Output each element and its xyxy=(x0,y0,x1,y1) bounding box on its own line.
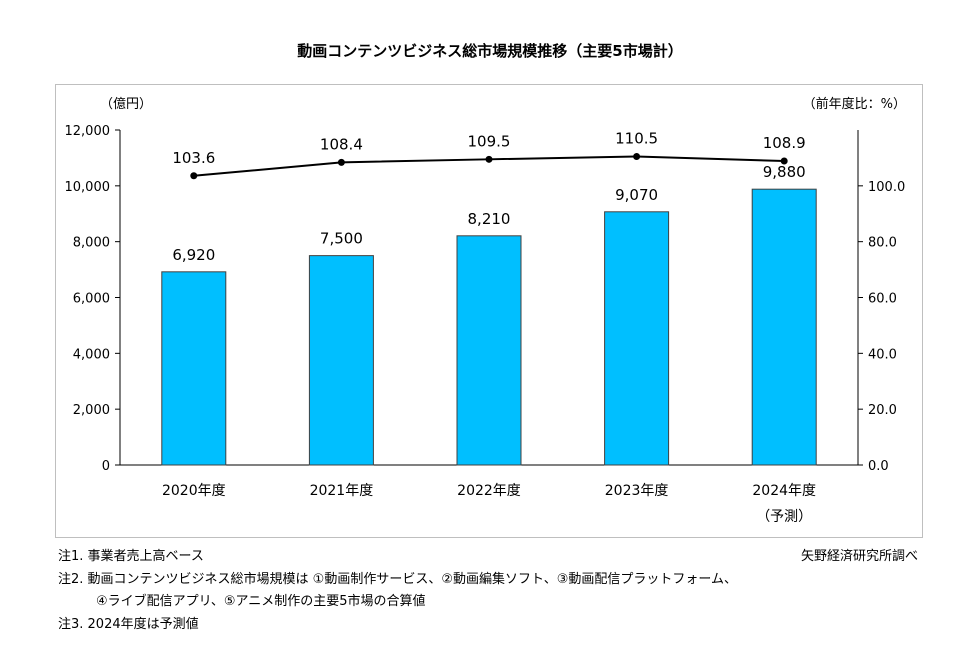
ratio-point xyxy=(633,153,641,161)
note-3: 注3. 2024年度は予測値 xyxy=(58,617,199,632)
bar-value-label: 6,920 xyxy=(172,246,215,264)
bar xyxy=(161,271,227,466)
bar xyxy=(308,255,374,466)
bar-value-label: 8,210 xyxy=(468,210,511,228)
left-axis-tick-label: 8,000 xyxy=(73,236,110,251)
right-axis-tick-label: 0.0 xyxy=(868,459,889,474)
ratio-value-label: 103.6 xyxy=(172,149,215,167)
category-label: 2021年度 xyxy=(310,483,374,499)
right-axis-tick-label: 40.0 xyxy=(868,347,897,362)
bar xyxy=(604,211,670,466)
bar-value-label: 9,070 xyxy=(615,186,658,204)
bar xyxy=(456,235,522,466)
left-axis-tick-label: 12,000 xyxy=(65,124,111,139)
left-axis-tick-label: 0 xyxy=(102,459,110,474)
left-axis-tick-label: 10,000 xyxy=(65,180,111,195)
note-2: 注2. 動画コンテンツビジネス総市場規模は ①動画制作サービス、②動画編集ソフト… xyxy=(58,572,737,587)
chart-frame xyxy=(55,84,923,538)
right-axis-tick-label: 60.0 xyxy=(868,292,897,307)
ratio-value-label: 109.5 xyxy=(468,132,511,150)
ratio-value-label: 110.5 xyxy=(615,130,658,148)
category-label: 2022年度 xyxy=(457,483,521,499)
left-axis-tick-label: 4,000 xyxy=(73,347,110,362)
right-axis-tick-label: 20.0 xyxy=(868,403,897,418)
source-credit: 矢野経済研究所調べ xyxy=(800,549,918,564)
category-label: 2023年度 xyxy=(605,483,669,499)
bar-value-label: 9,880 xyxy=(763,163,806,181)
category-label: 2024年度 xyxy=(752,483,816,499)
bar-value-label: 7,500 xyxy=(320,230,363,248)
category-sublabel: （予測） xyxy=(756,509,812,525)
chart-title: 動画コンテンツビジネス総市場規模推移（主要5市場計） xyxy=(297,42,683,60)
ratio-value-label: 108.4 xyxy=(320,135,363,153)
ratio-point xyxy=(337,158,345,166)
category-label: 2020年度 xyxy=(162,483,226,499)
right-axis-tick-label: 100.0 xyxy=(868,180,905,195)
right-axis-tick-label: 80.0 xyxy=(868,236,897,251)
left-axis-tick-label: 6,000 xyxy=(73,292,110,307)
left-axis-tick-label: 2,000 xyxy=(73,403,110,418)
left-axis-label: （億円） xyxy=(100,96,152,112)
ratio-point xyxy=(780,157,788,165)
ratio-point xyxy=(485,155,493,163)
right-axis-label: （前年度比：%） xyxy=(803,96,906,112)
ratio-value-label: 108.9 xyxy=(763,134,806,152)
ratio-point xyxy=(190,172,198,180)
note-2-continued: ④ライブ配信アプリ、⑤アニメ制作の主要5市場の合算値 xyxy=(96,594,426,609)
note-1: 注1. 事業者売上高ベース xyxy=(58,549,204,564)
bar xyxy=(751,188,817,466)
